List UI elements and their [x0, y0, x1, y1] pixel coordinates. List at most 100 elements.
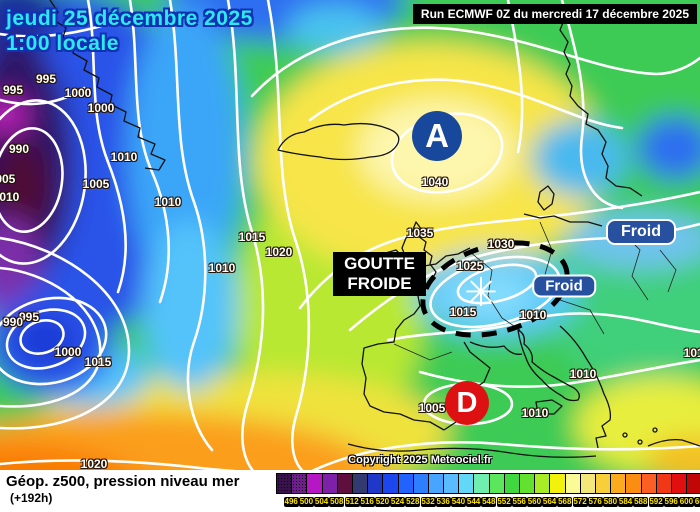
- scale-cell: [671, 474, 688, 493]
- scale-value-label: 592: [648, 497, 664, 507]
- scale-cell: [383, 474, 399, 493]
- scale-cell: [322, 474, 338, 493]
- pressure-label: 1035: [406, 226, 434, 240]
- scale-value-label: 556: [511, 497, 527, 507]
- scale-value-label: 548: [481, 497, 497, 507]
- pressure-label: 1010: [569, 367, 597, 381]
- scale-cell: [656, 474, 672, 493]
- scale-cell: [337, 474, 353, 493]
- pressure-label: 1010: [519, 308, 547, 322]
- forecast-time: 1:00 locale: [6, 32, 119, 55]
- scale-cell: [595, 474, 612, 493]
- pressure-label: 1010: [208, 261, 236, 275]
- scale-cell: [398, 474, 414, 493]
- scale-value-label: 496: [283, 497, 299, 507]
- scale-value-label: 512: [344, 497, 360, 507]
- scale-value-label: 528: [405, 497, 421, 507]
- scale-cell: [611, 474, 627, 493]
- color-scale-cells: [276, 473, 700, 494]
- scale-cell: [413, 474, 429, 493]
- snowflake-icon: ✳: [464, 271, 498, 315]
- map-canvas: jeudi 25 décembre 2025 1:00 locale Run E…: [0, 0, 700, 470]
- scale-cell: [474, 474, 490, 493]
- geopotential-field: [0, 0, 700, 470]
- cold-drop-annotation: GOUTTE FROIDE: [333, 252, 426, 296]
- pressure-label: 1025: [456, 259, 484, 273]
- pressure-label: 1015: [84, 355, 112, 369]
- pressure-label: 995: [35, 72, 57, 86]
- scale-cell: [565, 474, 581, 493]
- scale-cell: [687, 474, 700, 493]
- cold-label-2: Froid: [532, 274, 596, 298]
- scale-value-label: 560: [526, 497, 542, 507]
- scale-value-label: 504: [314, 497, 330, 507]
- scale-value-label: 588: [633, 497, 649, 507]
- scale-cell: [535, 474, 551, 493]
- pressure-label: 1010: [683, 346, 700, 360]
- low-pressure-marker: D: [445, 381, 489, 425]
- pressure-label: 1040: [421, 175, 449, 189]
- copyright-notice: Copyright 2025 Meteociel.fr: [348, 454, 492, 466]
- scale-value-label: 532: [420, 497, 436, 507]
- scale-cell: [444, 474, 460, 493]
- scale-cell: [550, 474, 566, 493]
- scale-value-label: 516: [359, 497, 375, 507]
- scale-value-label: 596: [663, 497, 679, 507]
- pressure-label: 990: [2, 315, 24, 329]
- scale-value-label: 500: [298, 497, 314, 507]
- pressure-label: 1020: [265, 245, 293, 259]
- pressure-label: 1005: [418, 401, 446, 415]
- scale-value-label: 576: [587, 497, 603, 507]
- scale-cell: [641, 474, 657, 493]
- color-scale: 496 500 504 508 512 516 520 524 528 532 536 540 544 5…: [276, 473, 700, 511]
- pressure-label: 1000: [54, 345, 82, 359]
- legend-bar: Géop. z500, pression niveau mer (+192h) …: [0, 470, 700, 512]
- scale-cell: [307, 474, 323, 493]
- scale-cell: [292, 474, 308, 493]
- pressure-label: 1005: [82, 177, 110, 191]
- legend-title: Géop. z500, pression niveau mer: [6, 473, 240, 490]
- pressure-label: 1020: [80, 457, 108, 470]
- scale-value-label: 604: [694, 497, 700, 507]
- scale-cell: [580, 474, 596, 493]
- scale-value-label: 520: [374, 497, 390, 507]
- cold-label-1: Froid: [606, 219, 676, 245]
- scale-cell: [520, 474, 536, 493]
- scale-cell: [428, 474, 445, 493]
- scale-value-label: 564: [542, 497, 558, 507]
- high-pressure-marker: A: [412, 111, 462, 161]
- pressure-label: 1015: [449, 305, 477, 319]
- scale-cell: [489, 474, 505, 493]
- pressure-label: 1015: [238, 230, 266, 244]
- forecast-date: jeudi 25 décembre 2025: [6, 7, 253, 30]
- model-run-info: Run ECMWF 0Z du mercredi 17 décembre 202…: [412, 4, 697, 24]
- scale-value-label: 580: [602, 497, 618, 507]
- scale-cell: [504, 474, 520, 493]
- scale-value-label: 540: [450, 497, 466, 507]
- scale-value-label: 508: [329, 497, 345, 507]
- scale-value-label: 572: [572, 497, 588, 507]
- pressure-label: 1010: [154, 195, 182, 209]
- scale-value-label: 552: [496, 497, 512, 507]
- pressure-label: 995: [18, 310, 40, 324]
- scale-cell: [368, 474, 384, 493]
- scale-value-label: 568: [557, 497, 573, 507]
- scale-value-label: 584: [618, 497, 634, 507]
- scale-value-label: 536: [435, 497, 451, 507]
- pressure-label: 1005: [0, 172, 16, 186]
- scale-value-label: 524: [390, 497, 406, 507]
- pressure-label: 995: [2, 83, 24, 97]
- scale-cell: [459, 474, 475, 493]
- pressure-label: 1030: [487, 237, 515, 251]
- forecast-datetime: jeudi 25 décembre 2025 1:00 locale: [6, 6, 253, 56]
- scale-cell: [352, 474, 369, 493]
- pressure-label: 1010: [521, 406, 549, 420]
- cold-drop-dashed-ellipse: [420, 240, 570, 338]
- scale-value-label: 600: [678, 497, 694, 507]
- scale-value-label: 544: [466, 497, 482, 507]
- pressure-label: 1000: [87, 101, 115, 115]
- pressure-label: 1010: [110, 150, 138, 164]
- pressure-label: 1010: [0, 190, 20, 204]
- scale-cell: [626, 474, 642, 493]
